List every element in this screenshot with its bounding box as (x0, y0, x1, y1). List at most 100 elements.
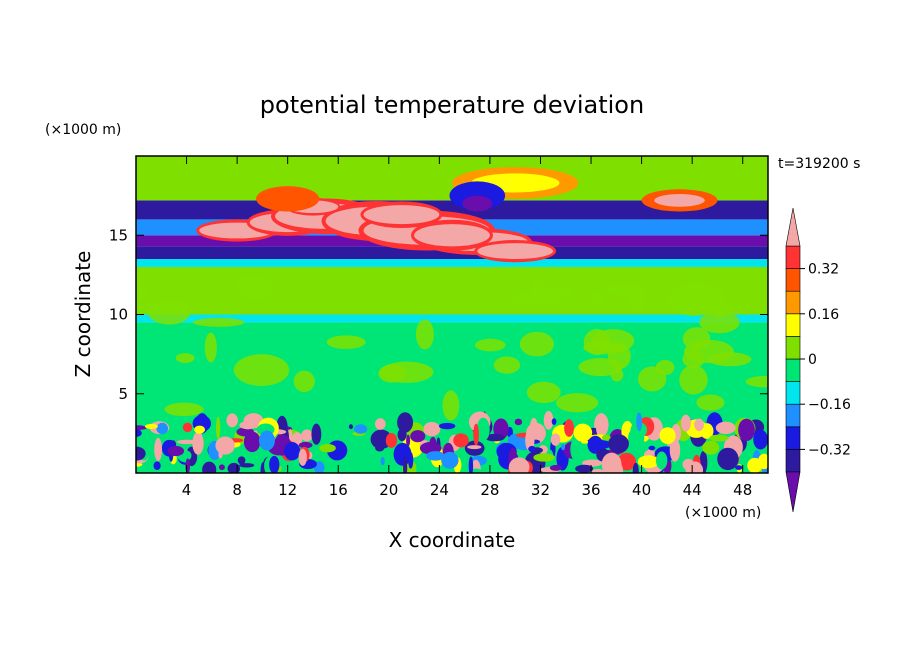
field-patch (269, 455, 280, 473)
colorbar-swatch (785, 245, 801, 269)
field-patch (596, 418, 608, 438)
field-patch (509, 292, 562, 306)
field-patch (218, 450, 223, 459)
field-patch (147, 299, 191, 325)
field-patch (453, 433, 469, 448)
colorbar-swatch (785, 290, 801, 315)
field-patch (636, 412, 643, 432)
field-patch (439, 422, 456, 430)
y-axis: 5 10 15 (109, 226, 768, 403)
field-patch (144, 423, 158, 429)
field-patch (167, 445, 185, 457)
x-tick-label: 20 (379, 481, 398, 499)
field-patch (406, 434, 411, 447)
field-patch (556, 393, 599, 413)
time-label: t=319200 s (778, 156, 860, 172)
colorbar-over-arrow (785, 207, 801, 247)
field-patch (632, 462, 639, 473)
x-tick-label: 36 (581, 481, 600, 499)
field-patch (735, 465, 743, 471)
field-patch (578, 358, 623, 377)
y-axis-label: Z coordinate (71, 251, 95, 378)
field-patch (326, 335, 366, 349)
field-patch (526, 381, 561, 404)
field-patch (533, 453, 555, 462)
x-tick-label: 12 (278, 481, 297, 499)
colorbar-tick-label: 0 (808, 352, 817, 368)
field-patch (194, 425, 206, 434)
field-patch (136, 286, 149, 300)
field-patch (239, 421, 257, 430)
field-patch (685, 461, 704, 473)
field-patch (525, 429, 535, 452)
y-tick-label: 5 (118, 385, 128, 403)
field-patch (669, 438, 681, 462)
field-patch (573, 423, 593, 442)
field-patch (175, 353, 195, 363)
field-patch (226, 413, 238, 428)
field-patch (220, 421, 229, 433)
x-tick-label: 32 (531, 481, 550, 499)
field-patch (601, 452, 622, 473)
colorbar-swatch (785, 358, 801, 382)
field-patch (236, 274, 274, 299)
field-patch (348, 424, 354, 430)
colorbar-under-arrow (785, 471, 801, 513)
field-patch (136, 446, 146, 461)
field-patch (484, 433, 505, 442)
field-patch (475, 338, 506, 352)
field-patch (528, 445, 536, 453)
field-patch (258, 430, 275, 451)
field-patch (694, 418, 704, 431)
field-patch (215, 416, 221, 439)
field-patch (654, 194, 705, 207)
field-patch (753, 429, 768, 450)
field-patch (243, 431, 261, 453)
field-patch (477, 243, 554, 260)
field-patch (467, 445, 482, 450)
x-tick-label: 48 (733, 481, 752, 499)
field-patch (590, 468, 605, 473)
field-patch (715, 421, 736, 435)
field-patch (256, 186, 320, 212)
field-patch (564, 419, 574, 437)
field-patch (462, 195, 493, 212)
colorbar-swatch (785, 381, 801, 405)
colorbar-swatch (785, 268, 801, 292)
field-patch (410, 430, 426, 443)
field-patch (659, 427, 676, 445)
field-patch (363, 205, 440, 225)
field-patch (136, 429, 142, 437)
field-patch (702, 440, 720, 455)
field-patch (514, 418, 523, 426)
field-patch (423, 422, 441, 437)
field-patch (589, 440, 612, 450)
field-patch (182, 422, 193, 433)
x-unit-label: (×1000 m) (685, 505, 761, 521)
field-patch (709, 434, 729, 442)
field-patch (156, 422, 169, 435)
field-patch (696, 394, 725, 411)
field-patch (656, 451, 668, 470)
field-patch (298, 441, 313, 449)
field-patch (293, 370, 315, 393)
field-patch (311, 423, 322, 445)
field-patch (468, 456, 474, 473)
field-patch (637, 455, 660, 469)
field-patch (380, 456, 385, 466)
field-patch (682, 350, 705, 368)
temperature-field (136, 156, 768, 473)
field-patch (493, 356, 521, 374)
field-patch (679, 365, 708, 395)
field-patch (176, 439, 198, 445)
x-tick-label: 28 (480, 481, 499, 499)
field-patch (218, 464, 225, 471)
field-patch (570, 437, 583, 462)
field-patch (164, 402, 204, 417)
field-patch (426, 451, 445, 461)
colorbar-tick-label: 0.16 (808, 307, 839, 323)
field-patch (378, 364, 407, 383)
x-axis: 4 8 12 16 20 24 28 32 36 40 44 48 (182, 156, 752, 499)
field-band (136, 259, 768, 267)
